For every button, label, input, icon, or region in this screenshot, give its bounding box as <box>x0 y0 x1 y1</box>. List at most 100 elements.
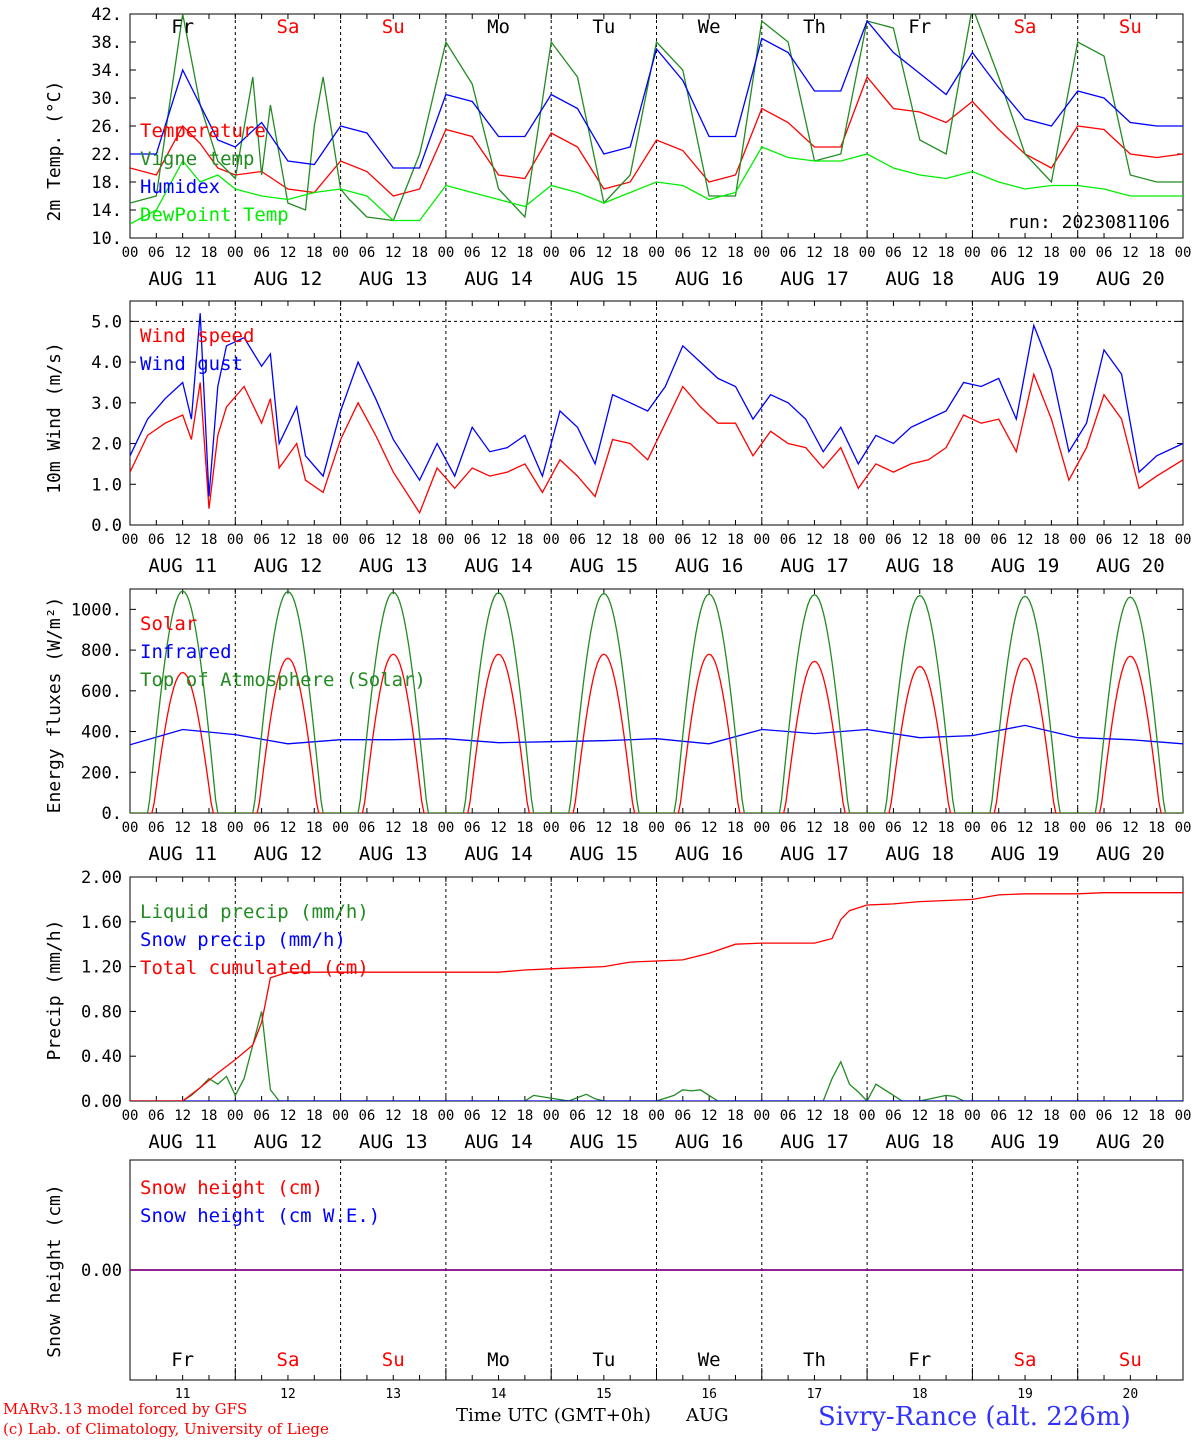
date-label: AUG 17 <box>780 555 849 577</box>
y-tick-label: 5.0 <box>91 312 122 332</box>
hour-tick-label: 18 <box>1043 532 1060 548</box>
hour-tick-label: 18 <box>516 820 533 836</box>
hour-tick-label: 06 <box>569 532 586 548</box>
hour-tick-label: 06 <box>780 532 797 548</box>
hour-tick-label: 12 <box>701 1108 718 1124</box>
hour-tick-label: 12 <box>174 1108 191 1124</box>
hour-tick-label: 12 <box>595 1108 612 1124</box>
hour-tick-label: 18 <box>516 532 533 548</box>
hour-tick-label: 06 <box>990 1108 1007 1124</box>
series-line <box>130 1011 1183 1101</box>
hour-tick-label: 12 <box>1122 532 1139 548</box>
hour-tick-label: 00 <box>1175 1108 1192 1124</box>
hour-tick-label: 00 <box>543 245 560 261</box>
hour-tick-label: 12 <box>911 820 928 836</box>
legend-entry: Vigne temp <box>140 148 254 170</box>
hour-tick-label: 00 <box>753 820 770 836</box>
hour-tick-label: 06 <box>780 820 797 836</box>
weekday-label-bottom: Sa <box>1014 1349 1037 1371</box>
hour-tick-label: 00 <box>227 1108 244 1124</box>
hour-tick-label: 18 <box>411 1108 428 1124</box>
legend-entry: Wind speed <box>140 325 254 347</box>
hour-tick-label: 00 <box>543 1108 560 1124</box>
hour-tick-label: 12 <box>174 245 191 261</box>
hour-tick-label: 18 <box>832 820 849 836</box>
hour-tick-label: 18 <box>622 532 639 548</box>
hour-tick-label: 00 <box>753 532 770 548</box>
weekday-label-top: Th <box>803 16 826 38</box>
hour-tick-label: 18 <box>938 245 955 261</box>
date-label: AUG 16 <box>675 268 744 290</box>
legend-entry: Top of Atmosphere (Solar) <box>140 669 426 691</box>
day-number: 13 <box>385 1387 401 1402</box>
hour-tick-label: 06 <box>1096 1108 1113 1124</box>
y-tick-label: 0.00 <box>81 1092 122 1112</box>
weekday-label-bottom: Tu <box>592 1349 615 1371</box>
hour-tick-label: 18 <box>832 532 849 548</box>
hour-tick-label: 00 <box>437 1108 454 1124</box>
hour-tick-label: 00 <box>122 1108 139 1124</box>
hour-tick-label: 18 <box>516 1108 533 1124</box>
hour-tick-label: 06 <box>148 1108 165 1124</box>
date-label: AUG 14 <box>464 268 533 290</box>
hour-tick-label: 06 <box>674 532 691 548</box>
hour-tick-label: 06 <box>885 1108 902 1124</box>
legend-entry: Temperature <box>140 120 266 142</box>
hour-tick-label: 18 <box>727 532 744 548</box>
hour-tick-label: 12 <box>1017 1108 1034 1124</box>
date-label: AUG 17 <box>780 843 849 865</box>
date-label: AUG 20 <box>1096 268 1165 290</box>
hour-tick-label: 06 <box>464 245 481 261</box>
date-label: AUG 19 <box>991 268 1060 290</box>
hour-tick-label: 06 <box>990 245 1007 261</box>
hour-tick-label: 06 <box>780 245 797 261</box>
hour-tick-label: 12 <box>490 532 507 548</box>
weekday-label-top: Fr <box>171 16 194 38</box>
y-tick-label: 18. <box>91 173 122 193</box>
day-number: 11 <box>175 1387 191 1402</box>
day-number: 19 <box>1017 1387 1033 1402</box>
y-tick-label: 26. <box>91 117 122 137</box>
hour-tick-label: 00 <box>227 245 244 261</box>
hour-tick-label: 06 <box>885 245 902 261</box>
hour-tick-label: 12 <box>595 532 612 548</box>
hour-tick-label: 18 <box>1043 1108 1060 1124</box>
hour-tick-label: 06 <box>674 1108 691 1124</box>
hour-tick-label: 12 <box>280 532 297 548</box>
weekday-label-top: Sa <box>277 16 300 38</box>
date-label: AUG 15 <box>570 843 639 865</box>
hour-tick-label: 12 <box>595 820 612 836</box>
hour-tick-label: 12 <box>280 820 297 836</box>
weekday-label-bottom: Su <box>1119 1349 1142 1371</box>
hour-tick-label: 06 <box>358 1108 375 1124</box>
hour-tick-label: 06 <box>885 532 902 548</box>
hour-tick-label: 06 <box>464 1108 481 1124</box>
hour-tick-label: 06 <box>148 245 165 261</box>
y-tick-label: 3.0 <box>91 394 122 414</box>
date-label: AUG 15 <box>570 1131 639 1153</box>
hour-tick-label: 06 <box>148 532 165 548</box>
date-label: AUG 20 <box>1096 555 1165 577</box>
hour-tick-label: 18 <box>201 820 218 836</box>
y-tick-label: 2.0 <box>91 435 122 455</box>
date-label: AUG 13 <box>359 555 428 577</box>
y-tick-label: 34. <box>91 61 122 81</box>
hour-tick-label: 00 <box>964 245 981 261</box>
hour-tick-label: 12 <box>911 532 928 548</box>
hour-tick-label: 00 <box>648 532 665 548</box>
y-tick-label: 400. <box>81 723 122 743</box>
hour-tick-label: 12 <box>701 245 718 261</box>
hour-tick-label: 18 <box>411 532 428 548</box>
hour-tick-label: 00 <box>1175 820 1192 836</box>
lab-credit: (c) Lab. of Climatology, University of L… <box>3 1420 329 1438</box>
y-axis-label: Snow height (cm) <box>44 1184 65 1357</box>
day-number: 14 <box>491 1387 507 1402</box>
hour-tick-label: 18 <box>1148 1108 1165 1124</box>
series-line <box>130 372 1183 515</box>
hour-tick-label: 00 <box>1069 245 1086 261</box>
hour-tick-label: 18 <box>622 1108 639 1124</box>
hour-tick-label: 18 <box>306 532 323 548</box>
hour-tick-label: 06 <box>358 820 375 836</box>
hour-tick-label: 00 <box>437 532 454 548</box>
hour-tick-label: 06 <box>1096 245 1113 261</box>
